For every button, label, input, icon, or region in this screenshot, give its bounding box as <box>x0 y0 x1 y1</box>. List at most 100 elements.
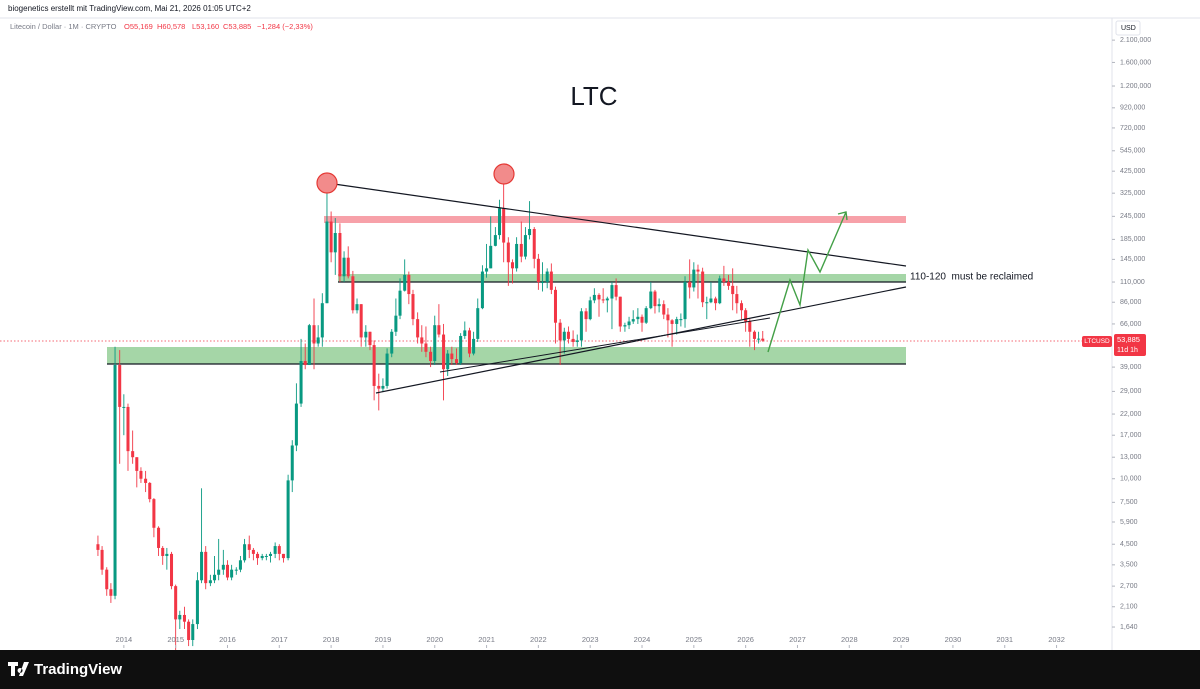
candle-body <box>623 325 627 327</box>
candle-body <box>390 331 394 354</box>
candle-body <box>411 294 415 320</box>
y-tick-label: 86,000 <box>1120 299 1142 306</box>
candle-body <box>597 294 601 300</box>
lower-trendline <box>375 286 907 394</box>
candle-body <box>148 482 152 500</box>
candle-body <box>519 243 523 257</box>
candle-body <box>312 325 316 344</box>
candle-body <box>187 621 191 641</box>
candle-body <box>636 316 640 320</box>
candle-body <box>96 544 100 550</box>
candle-body <box>355 304 359 311</box>
candle-body <box>523 235 527 257</box>
price-tag-value: 53,885 <box>1117 335 1140 344</box>
y-tick-label: 13,000 <box>1120 454 1142 461</box>
candle-body <box>204 551 208 584</box>
legend-ohlc: H60,578 <box>157 22 185 31</box>
candle-body <box>230 569 234 578</box>
drawings: 110-120 must be reclaimed <box>316 163 1033 394</box>
candle-body <box>351 276 355 311</box>
price-tag-symbol: LTCUSD <box>1084 338 1110 345</box>
candle-body <box>135 457 139 471</box>
y-tick-label: 66,000 <box>1120 321 1142 328</box>
candle-body <box>225 564 229 578</box>
plot <box>0 216 1112 365</box>
y-tick-label: 7,500 <box>1120 499 1138 506</box>
candle-body <box>601 299 605 301</box>
axes: 2.100,000 1.600,000 1.200,000 920,000 720,00… <box>115 37 1151 648</box>
candle-body <box>506 242 510 263</box>
y-tick-label: 39,000 <box>1120 364 1142 371</box>
y-tick-label: 145,000 <box>1120 256 1145 263</box>
y-tick-label: 1.200,000 <box>1120 83 1151 90</box>
candle-body <box>139 470 143 479</box>
candle-body <box>152 499 156 528</box>
candle-body <box>558 322 562 341</box>
candle-body <box>757 338 761 340</box>
candle-body <box>510 262 514 269</box>
candle-body <box>268 553 272 556</box>
chart-title: LTC <box>570 81 617 111</box>
candle-body <box>566 331 570 339</box>
candle-body <box>377 385 381 389</box>
candle-body <box>579 311 583 341</box>
candle-body <box>666 314 670 321</box>
candle-body <box>247 544 251 550</box>
brand-icon <box>8 662 29 676</box>
candle-body <box>722 278 726 283</box>
candle-body <box>532 229 536 259</box>
candle-body <box>105 569 109 590</box>
candle-body <box>549 271 553 290</box>
y-tick-label: 110,000 <box>1120 279 1145 286</box>
y-tick-label: 185,000 <box>1120 236 1145 243</box>
candle-body <box>170 553 174 587</box>
candle-body <box>640 316 644 323</box>
candle-body <box>675 319 679 324</box>
y-tick-label: 5,900 <box>1120 519 1138 526</box>
candle-body <box>705 302 709 304</box>
candle-body <box>683 282 687 320</box>
candle-body <box>195 580 199 625</box>
candle-body <box>649 291 653 309</box>
candle-body <box>714 298 718 304</box>
candle-body <box>290 445 294 481</box>
candle-body <box>541 282 545 284</box>
candle-body <box>752 331 756 339</box>
candle-body <box>433 325 437 362</box>
candle-body <box>679 319 683 321</box>
candle-body <box>281 553 285 559</box>
x-tick-label: 2014 <box>115 635 132 644</box>
candle-body <box>670 320 674 324</box>
candle-body <box>739 303 744 311</box>
candle-body <box>489 245 493 269</box>
candle-body <box>208 580 212 584</box>
candle-body <box>407 274 411 295</box>
candle-body <box>553 289 557 323</box>
candle-body <box>696 269 700 272</box>
candle-body <box>536 258 540 283</box>
candle-body <box>545 271 549 283</box>
candle-body <box>735 294 739 304</box>
top-marker <box>493 163 515 185</box>
price-tag: LTCUSD 53,885 11d 1h <box>1082 334 1146 356</box>
legend-ohlc: O55,169 <box>124 22 153 31</box>
candle-body <box>126 406 130 452</box>
candle-body <box>429 351 433 362</box>
candle-body <box>592 294 596 301</box>
candle-body <box>338 233 342 277</box>
x-tick-label: 2029 <box>893 635 910 644</box>
candle-body <box>316 337 320 344</box>
y-tick-label: 10,000 <box>1120 476 1142 483</box>
y-tick-label: 22,000 <box>1120 411 1142 418</box>
x-tick-label: 2020 <box>426 635 443 644</box>
candle-body <box>480 271 484 309</box>
candle-body <box>234 569 238 571</box>
price-tag-symbol-box <box>1082 336 1112 347</box>
candle-body <box>381 385 385 389</box>
price-tag-box <box>1114 334 1146 356</box>
candle-body <box>256 553 260 559</box>
x-tick-label: 2015 <box>167 635 184 644</box>
candle-body <box>472 338 476 354</box>
candle-body <box>161 547 165 556</box>
